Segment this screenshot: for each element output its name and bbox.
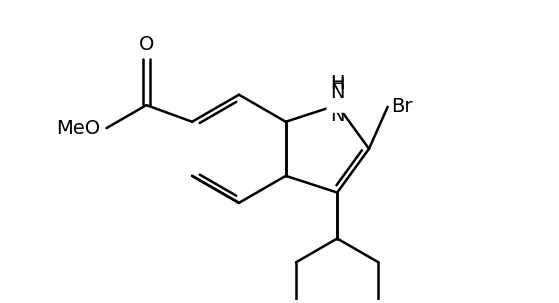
Text: N: N <box>330 83 344 102</box>
Text: H: H <box>330 76 344 95</box>
Text: O: O <box>139 35 154 54</box>
Text: MeO: MeO <box>56 118 100 138</box>
Text: N: N <box>330 106 344 125</box>
Text: H: H <box>330 74 344 93</box>
Text: Br: Br <box>391 97 413 116</box>
Text: N: N <box>329 91 346 111</box>
